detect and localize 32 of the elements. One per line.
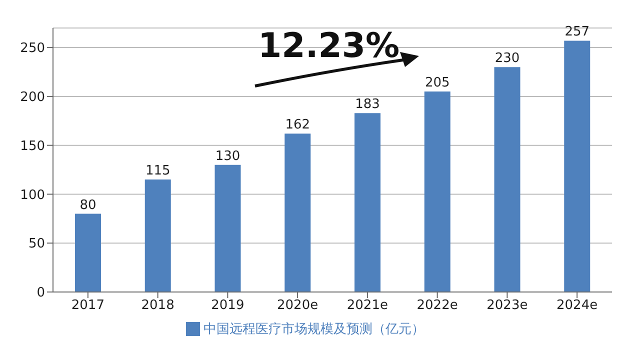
data-label: 162 [285, 118, 310, 133]
data-label: 130 [215, 148, 240, 164]
bar [75, 214, 101, 292]
x-tick-label: 2020e [277, 298, 318, 314]
data-label: 183 [355, 97, 380, 112]
data-label: 80 [80, 198, 96, 213]
bar [144, 180, 171, 292]
y-tick-label: 50 [28, 236, 45, 252]
bar [284, 134, 311, 292]
annotation: 12.23% [258, 26, 400, 66]
x-tick-label: 2018 [141, 298, 174, 314]
y-tick-label: 250 [20, 41, 45, 56]
x-tick-label: 2024e [556, 298, 598, 314]
x-tick-label: 2017 [71, 298, 104, 314]
data-label: 257 [564, 24, 590, 40]
bar [214, 164, 241, 292]
bar [564, 40, 590, 292]
y-tick-label: 100 [20, 188, 45, 203]
bar [424, 92, 450, 292]
y-tick-label: 150 [20, 138, 45, 154]
x-tick-label: 2023e [486, 298, 528, 314]
y-tick-label: 0 [36, 286, 45, 301]
x-tick-label: 2021e [346, 298, 388, 314]
data-label: 230 [494, 51, 520, 66]
legend-label: 中国远程医疗市场规模及预测（亿元） [204, 322, 424, 337]
bar [494, 67, 520, 292]
data-label: 115 [145, 164, 170, 179]
y-tick-label: 200 [20, 90, 45, 106]
data-label: 205 [424, 76, 450, 91]
bar [354, 113, 380, 292]
x-tick-label: 2022e [416, 298, 458, 314]
x-tick-label: 2019 [211, 298, 244, 314]
